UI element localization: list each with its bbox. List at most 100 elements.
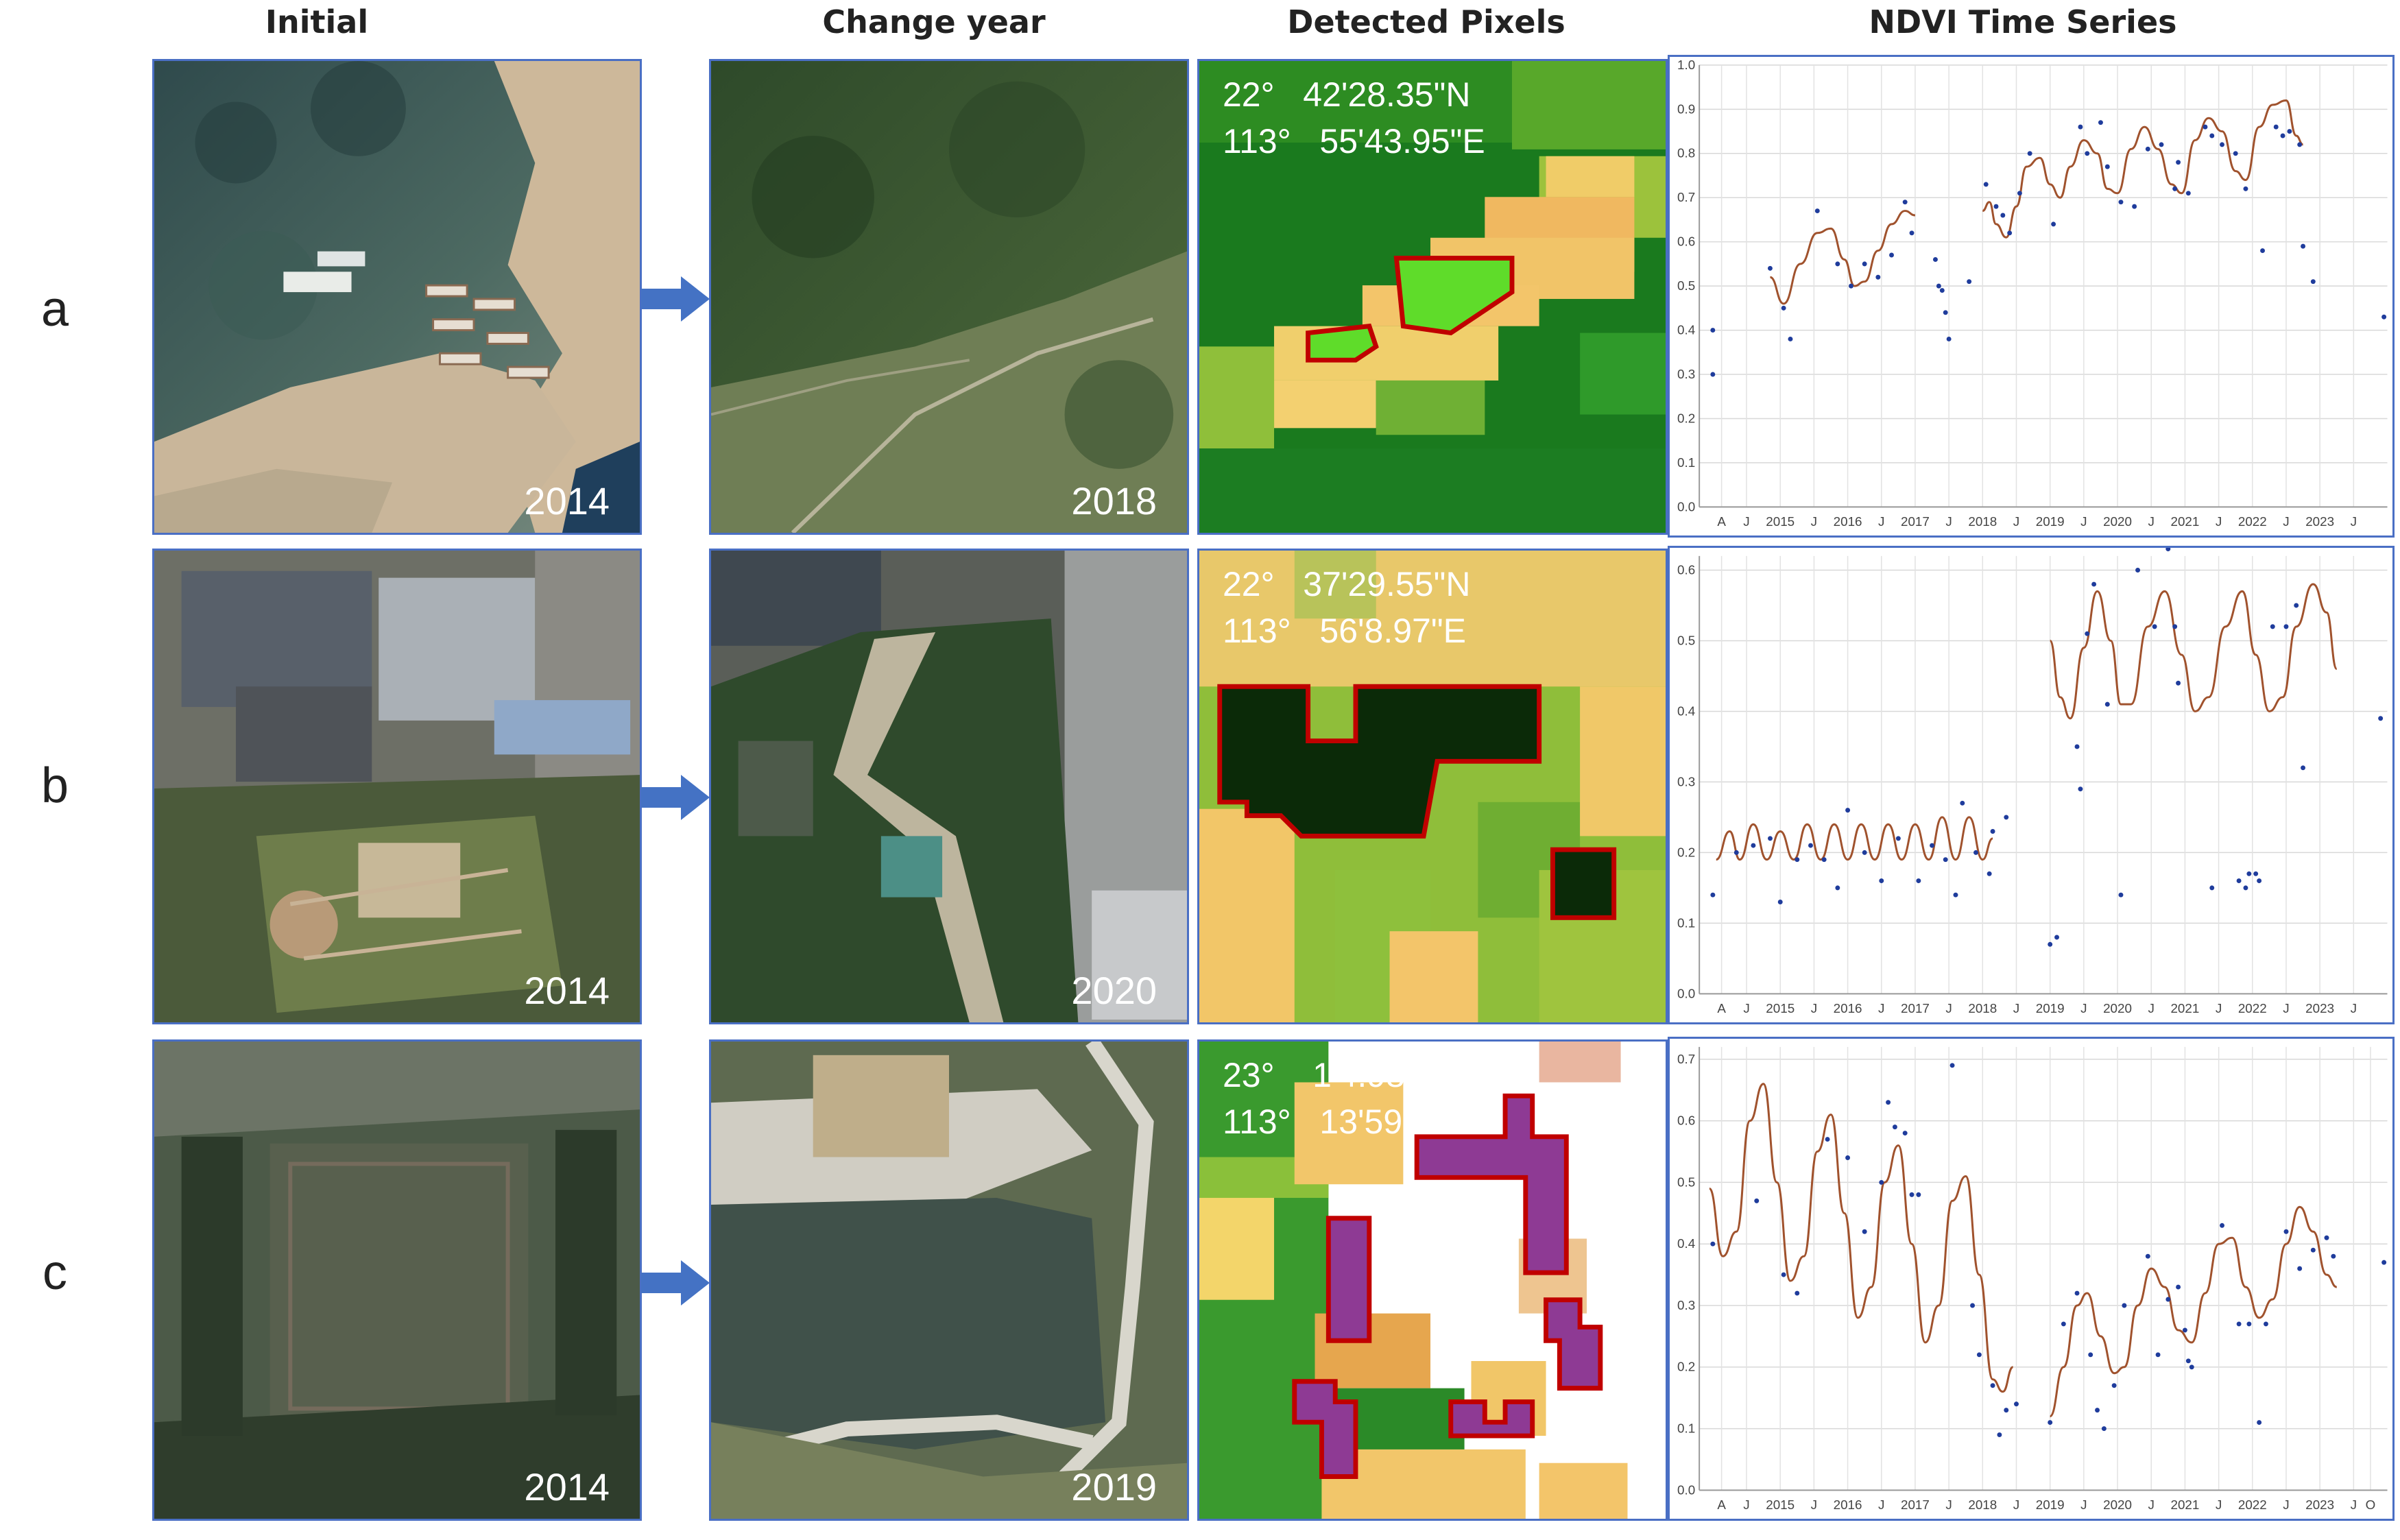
observation-point — [2098, 120, 2103, 125]
x-tick-label: A — [1717, 1001, 1726, 1015]
observation-point — [2176, 160, 2181, 165]
ndvi-time-series-chart: 0.0 0.1 0.2 0.3 0.4 0.5 0.6 0.7 0.8 0.9 1.0 A J 2015 J… — [1677, 58, 2388, 529]
observation-point — [1814, 208, 1820, 214]
observation-point — [2000, 213, 2006, 218]
observation-point — [1710, 328, 1716, 333]
observation-point — [2152, 624, 2157, 629]
observation-point — [2078, 124, 2083, 130]
y-tick-label: 0.9 — [1677, 101, 1695, 116]
observation-point — [2145, 1253, 2150, 1259]
observation-point — [2297, 1266, 2303, 1271]
x-tick-label: J — [2351, 514, 2357, 529]
y-tick-label: 0.3 — [1677, 1298, 1695, 1312]
satellite-image — [154, 1042, 640, 1519]
x-tick-label: 2018 — [1968, 1497, 1997, 1512]
observation-point — [1930, 843, 1935, 848]
x-tick-label: 2019 — [2036, 1497, 2065, 1512]
observation-point — [1895, 836, 1901, 841]
x-tick-label: O — [2366, 1497, 2376, 1512]
observation-point — [2104, 164, 2110, 169]
detected-pixels-map — [1199, 1042, 1666, 1519]
observation-point — [2220, 142, 2224, 147]
observation-point — [1932, 256, 1938, 262]
y-tick-label: 0.3 — [1677, 367, 1695, 381]
y-tick-label: 0.0 — [1677, 986, 1695, 1000]
x-tick-label: 2017 — [1901, 1497, 1930, 1512]
x-tick-label: A — [1717, 514, 1726, 529]
observation-point — [1710, 1241, 1716, 1247]
row-label-a: a — [40, 282, 69, 337]
observation-point — [2027, 151, 2032, 156]
x-tick-label: 2015 — [1766, 1001, 1795, 1015]
y-tick-label: 1.0 — [1677, 58, 1695, 72]
x-tick-label: J — [2148, 1497, 2155, 1512]
y-tick-label: 0.4 — [1677, 703, 1695, 718]
detected-pixels-map — [1199, 551, 1666, 1022]
x-tick-label: J — [2148, 1001, 2155, 1015]
observation-point — [1953, 892, 1958, 898]
observation-point — [2088, 1352, 2093, 1358]
observation-point — [1949, 1063, 1955, 1068]
observation-point — [2381, 1260, 2387, 1265]
y-tick-label: 0.7 — [1677, 1052, 1695, 1066]
observation-point — [2233, 151, 2238, 156]
x-tick-label: 2016 — [1834, 1497, 1862, 1512]
y-tick-label: 0.8 — [1677, 146, 1695, 160]
observation-point — [2182, 1327, 2187, 1333]
observation-point — [1825, 1137, 1830, 1142]
observation-point — [1987, 871, 1992, 876]
y-tick-label: 0.2 — [1677, 845, 1695, 859]
x-tick-label: J — [2283, 514, 2289, 529]
observation-point — [1875, 274, 1881, 280]
observation-point — [2155, 1352, 2161, 1358]
observation-point — [2054, 935, 2059, 940]
fit-line-segment — [1708, 1083, 2014, 1393]
observation-point — [2007, 230, 2013, 236]
observation-point — [1916, 1192, 1921, 1197]
observation-point — [2287, 129, 2292, 134]
x-tick-label: 2016 — [1834, 1001, 1862, 1015]
observation-point — [2101, 1426, 2107, 1432]
arrow-icon — [641, 276, 710, 322]
header-initial: Initial — [265, 3, 369, 40]
observation-point — [2310, 1247, 2316, 1253]
observation-point — [2246, 1321, 2252, 1327]
observation-point — [2085, 631, 2090, 636]
observation-point — [2159, 142, 2164, 147]
observation-point — [2118, 892, 2124, 898]
observation-point — [1916, 878, 1921, 884]
ndvi-chart-a: 0.0 0.1 0.2 0.3 0.4 0.5 0.6 0.7 0.8 0.9 1.0 A J 2015 J… — [1668, 55, 2395, 538]
initial-year-a: 2014 — [524, 479, 610, 522]
x-tick-label: 2019 — [2036, 1001, 2065, 1015]
observation-point — [2074, 744, 2080, 749]
initial-year-b: 2014 — [524, 969, 610, 1012]
y-tick-label: 0.1 — [1677, 455, 1695, 470]
observation-point — [1845, 808, 1851, 813]
y-tick-label: 0.0 — [1677, 1482, 1695, 1497]
observation-point — [2381, 314, 2387, 320]
observation-point — [2294, 603, 2299, 608]
observation-point — [1960, 800, 1965, 806]
observation-point — [2095, 1408, 2100, 1413]
latitude-c: 23° 1'4.98"N — [1223, 1056, 1442, 1094]
observation-point — [2185, 191, 2191, 196]
x-tick-label: J — [1811, 514, 1817, 529]
x-tick-label: J — [2283, 1497, 2289, 1512]
observation-point — [2253, 871, 2259, 876]
x-tick-label: J — [1878, 1497, 1884, 1512]
x-tick-label: 2018 — [1968, 1001, 1997, 1015]
observation-point — [2220, 1223, 2225, 1228]
x-tick-label: J — [2013, 514, 2019, 529]
y-tick-label: 0.0 — [1677, 499, 1695, 514]
observation-point — [2004, 1408, 2009, 1413]
arrow-icon — [641, 1260, 710, 1306]
observation-point — [1788, 336, 1793, 341]
satellite-image — [711, 61, 1187, 533]
x-tick-label: J — [1811, 1497, 1817, 1512]
latitude-b: 22° 37'29.55"N — [1223, 565, 1471, 603]
observation-point — [2078, 786, 2083, 792]
observation-point — [1795, 857, 1800, 863]
observation-point — [1936, 283, 1941, 289]
observation-point — [1990, 1383, 1995, 1388]
observation-point — [1970, 1303, 1976, 1308]
